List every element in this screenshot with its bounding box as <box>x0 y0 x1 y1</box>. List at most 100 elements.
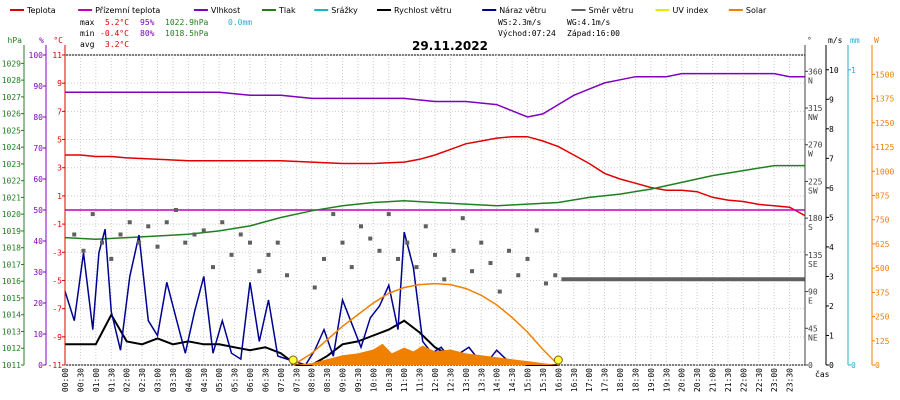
w-tick-label-9: 375 <box>875 288 890 297</box>
series-9-area <box>293 343 559 365</box>
hpa-tick-label-1: 1028 <box>2 76 21 85</box>
pct-tick-label-3: 70 <box>33 144 43 153</box>
pct-tick-label-4: 60 <box>33 175 43 184</box>
hpa-tick-label-16: 1013 <box>2 327 21 336</box>
deg-tick-part-7-0: 45 <box>808 324 818 333</box>
mm-tick-part-1-0: 0 <box>851 361 856 370</box>
pct-tick-label-5: 50 <box>33 206 43 215</box>
stat-min-press: 1018.5hPa <box>165 29 209 38</box>
hpa-tick-label-0: 1029 <box>2 59 21 68</box>
legend-label-9: Solar <box>746 6 767 15</box>
pct-tick-label-9: 10 <box>33 330 43 339</box>
hpa-tick-label-8: 1021 <box>2 193 21 202</box>
series-6-point-28 <box>349 265 354 270</box>
legend-label-1: Přízemní teplota <box>95 6 160 15</box>
deg-tick-part-6-1: E <box>808 297 813 306</box>
x-tick-label-44: 22:00 <box>739 368 748 392</box>
series-6-point-20 <box>257 269 262 274</box>
hpa-tick-label-10: 1019 <box>2 227 21 236</box>
series-0-line <box>65 135 806 217</box>
pct-tick-label-0: 100 <box>29 51 44 60</box>
series-6-point-8 <box>146 224 151 229</box>
hpa-tick-label-2: 1027 <box>2 93 21 102</box>
w-tick-part-3-0: 1125 <box>875 143 894 152</box>
x-tick-label-17: 08:30 <box>323 368 332 392</box>
stat-min-label: min <box>80 29 95 38</box>
hpa-axis-title: hPa <box>8 36 23 45</box>
w-tick-part-10-0: 250 <box>875 313 890 322</box>
stat-max-temp: 5.2°C <box>105 18 129 27</box>
w-tick-part-7-0: 625 <box>875 240 890 249</box>
series-6-point-46 <box>516 273 521 278</box>
series-6-point-32 <box>386 212 391 217</box>
x-tick-label-29: 14:30 <box>508 368 517 392</box>
w-tick-label-1: 1375 <box>875 95 894 104</box>
legend-label-4: Srážky <box>331 6 358 15</box>
x-tick-label-2: 01:00 <box>92 368 101 392</box>
x-tick-label-4: 02:00 <box>123 368 132 392</box>
w-tick-part-8-0: 500 <box>875 264 890 273</box>
stat-max-rain: 0.0mm <box>228 18 252 27</box>
deg-tick-label-7: 45 NE <box>808 324 818 342</box>
c-axis-title: °C <box>53 36 63 45</box>
hpa-tick-label-14: 1015 <box>2 294 21 303</box>
c-tick-label-2: 7 <box>57 107 62 116</box>
w-tick-label-7: 625 <box>875 240 890 249</box>
w-tick-part-12-0: 0 <box>875 361 880 370</box>
deg-tick-part-2-1: W <box>808 150 813 159</box>
series-6-point-11 <box>174 208 178 212</box>
x-tick-label-40: 20:00 <box>678 368 687 392</box>
stat-max-label: max <box>80 18 95 27</box>
legend: Teplota Přízemní teplota Vlhkost Tlak Srážky… <box>10 6 767 15</box>
series-6-point-50 <box>553 273 558 278</box>
hpa-tick-label-4: 1025 <box>2 126 21 135</box>
pct-axis-title: % <box>39 36 44 45</box>
series-6-point-19 <box>248 240 252 245</box>
x-tick-label-5: 02:30 <box>138 368 147 392</box>
series-6-point-13 <box>192 232 197 237</box>
deg-tick-label-6: 90 E <box>808 288 818 306</box>
x-tick-label-16: 08:00 <box>308 368 317 392</box>
series-6-point-47 <box>525 256 530 261</box>
stat-min-hum: 80% <box>140 29 155 38</box>
ms-tick-label-6: 4 <box>829 243 834 252</box>
series-6-point-22 <box>275 240 280 245</box>
series-6-point-33 <box>396 256 400 261</box>
series-6-point-39 <box>451 248 456 253</box>
series-6-point-25 <box>322 256 326 261</box>
series-6-point-34 <box>405 240 410 245</box>
series-6-point-49 <box>544 281 548 286</box>
c-tick-label-4: 3 <box>57 164 62 173</box>
c-tick-label-9: -7 <box>52 305 62 314</box>
w-tick-label-11: 125 <box>875 337 890 346</box>
legend-label-6: Náraz větru <box>499 6 546 15</box>
series-6-point-23 <box>285 273 289 278</box>
ms-tick-label-4: 6 <box>829 184 834 193</box>
stat-max-hum: 95% <box>140 18 155 27</box>
ms-tick-label-8: 2 <box>829 302 834 311</box>
w-tick-label-3: 1125 <box>875 143 894 152</box>
ms-tick-part-1-0: 9 <box>829 95 834 104</box>
series-6-point-10 <box>164 220 169 225</box>
x-tick-label-15: 07:30 <box>292 368 301 392</box>
w-tick-label-6: 750 <box>875 216 890 225</box>
w-tick-part-4-0: 1000 <box>875 167 894 176</box>
w-tick-part-5-0: 875 <box>875 191 890 200</box>
x-tick-label-0: 00:00 <box>61 368 70 392</box>
stat-sunset: Západ:16:00 <box>567 29 620 38</box>
x-tick-label-11: 05:30 <box>231 368 240 392</box>
stat-min-temp: -0.4°C <box>100 29 129 38</box>
ms-tick-label-5: 5 <box>829 213 834 222</box>
x-tick-label-13: 06:30 <box>261 368 270 392</box>
hpa-tick-label-18: 1011 <box>2 361 21 370</box>
ms-tick-part-8-0: 2 <box>829 302 834 311</box>
series-6-point-24 <box>312 285 317 290</box>
x-tick-label-47: 23:30 <box>786 368 795 392</box>
series-8-line <box>292 282 559 366</box>
ms-tick-label-0: 10 <box>829 66 839 75</box>
ms-tick-label-1: 9 <box>829 95 834 104</box>
c-tick-label-3: 5 <box>57 136 62 145</box>
legend-label-7: Směr větru <box>589 6 634 15</box>
deg-tick-label-4: 180 S <box>808 214 823 232</box>
stats-block: max 5.2°C 95% 1022.9hPa 0.0mm min -0.4°C… <box>80 18 620 49</box>
